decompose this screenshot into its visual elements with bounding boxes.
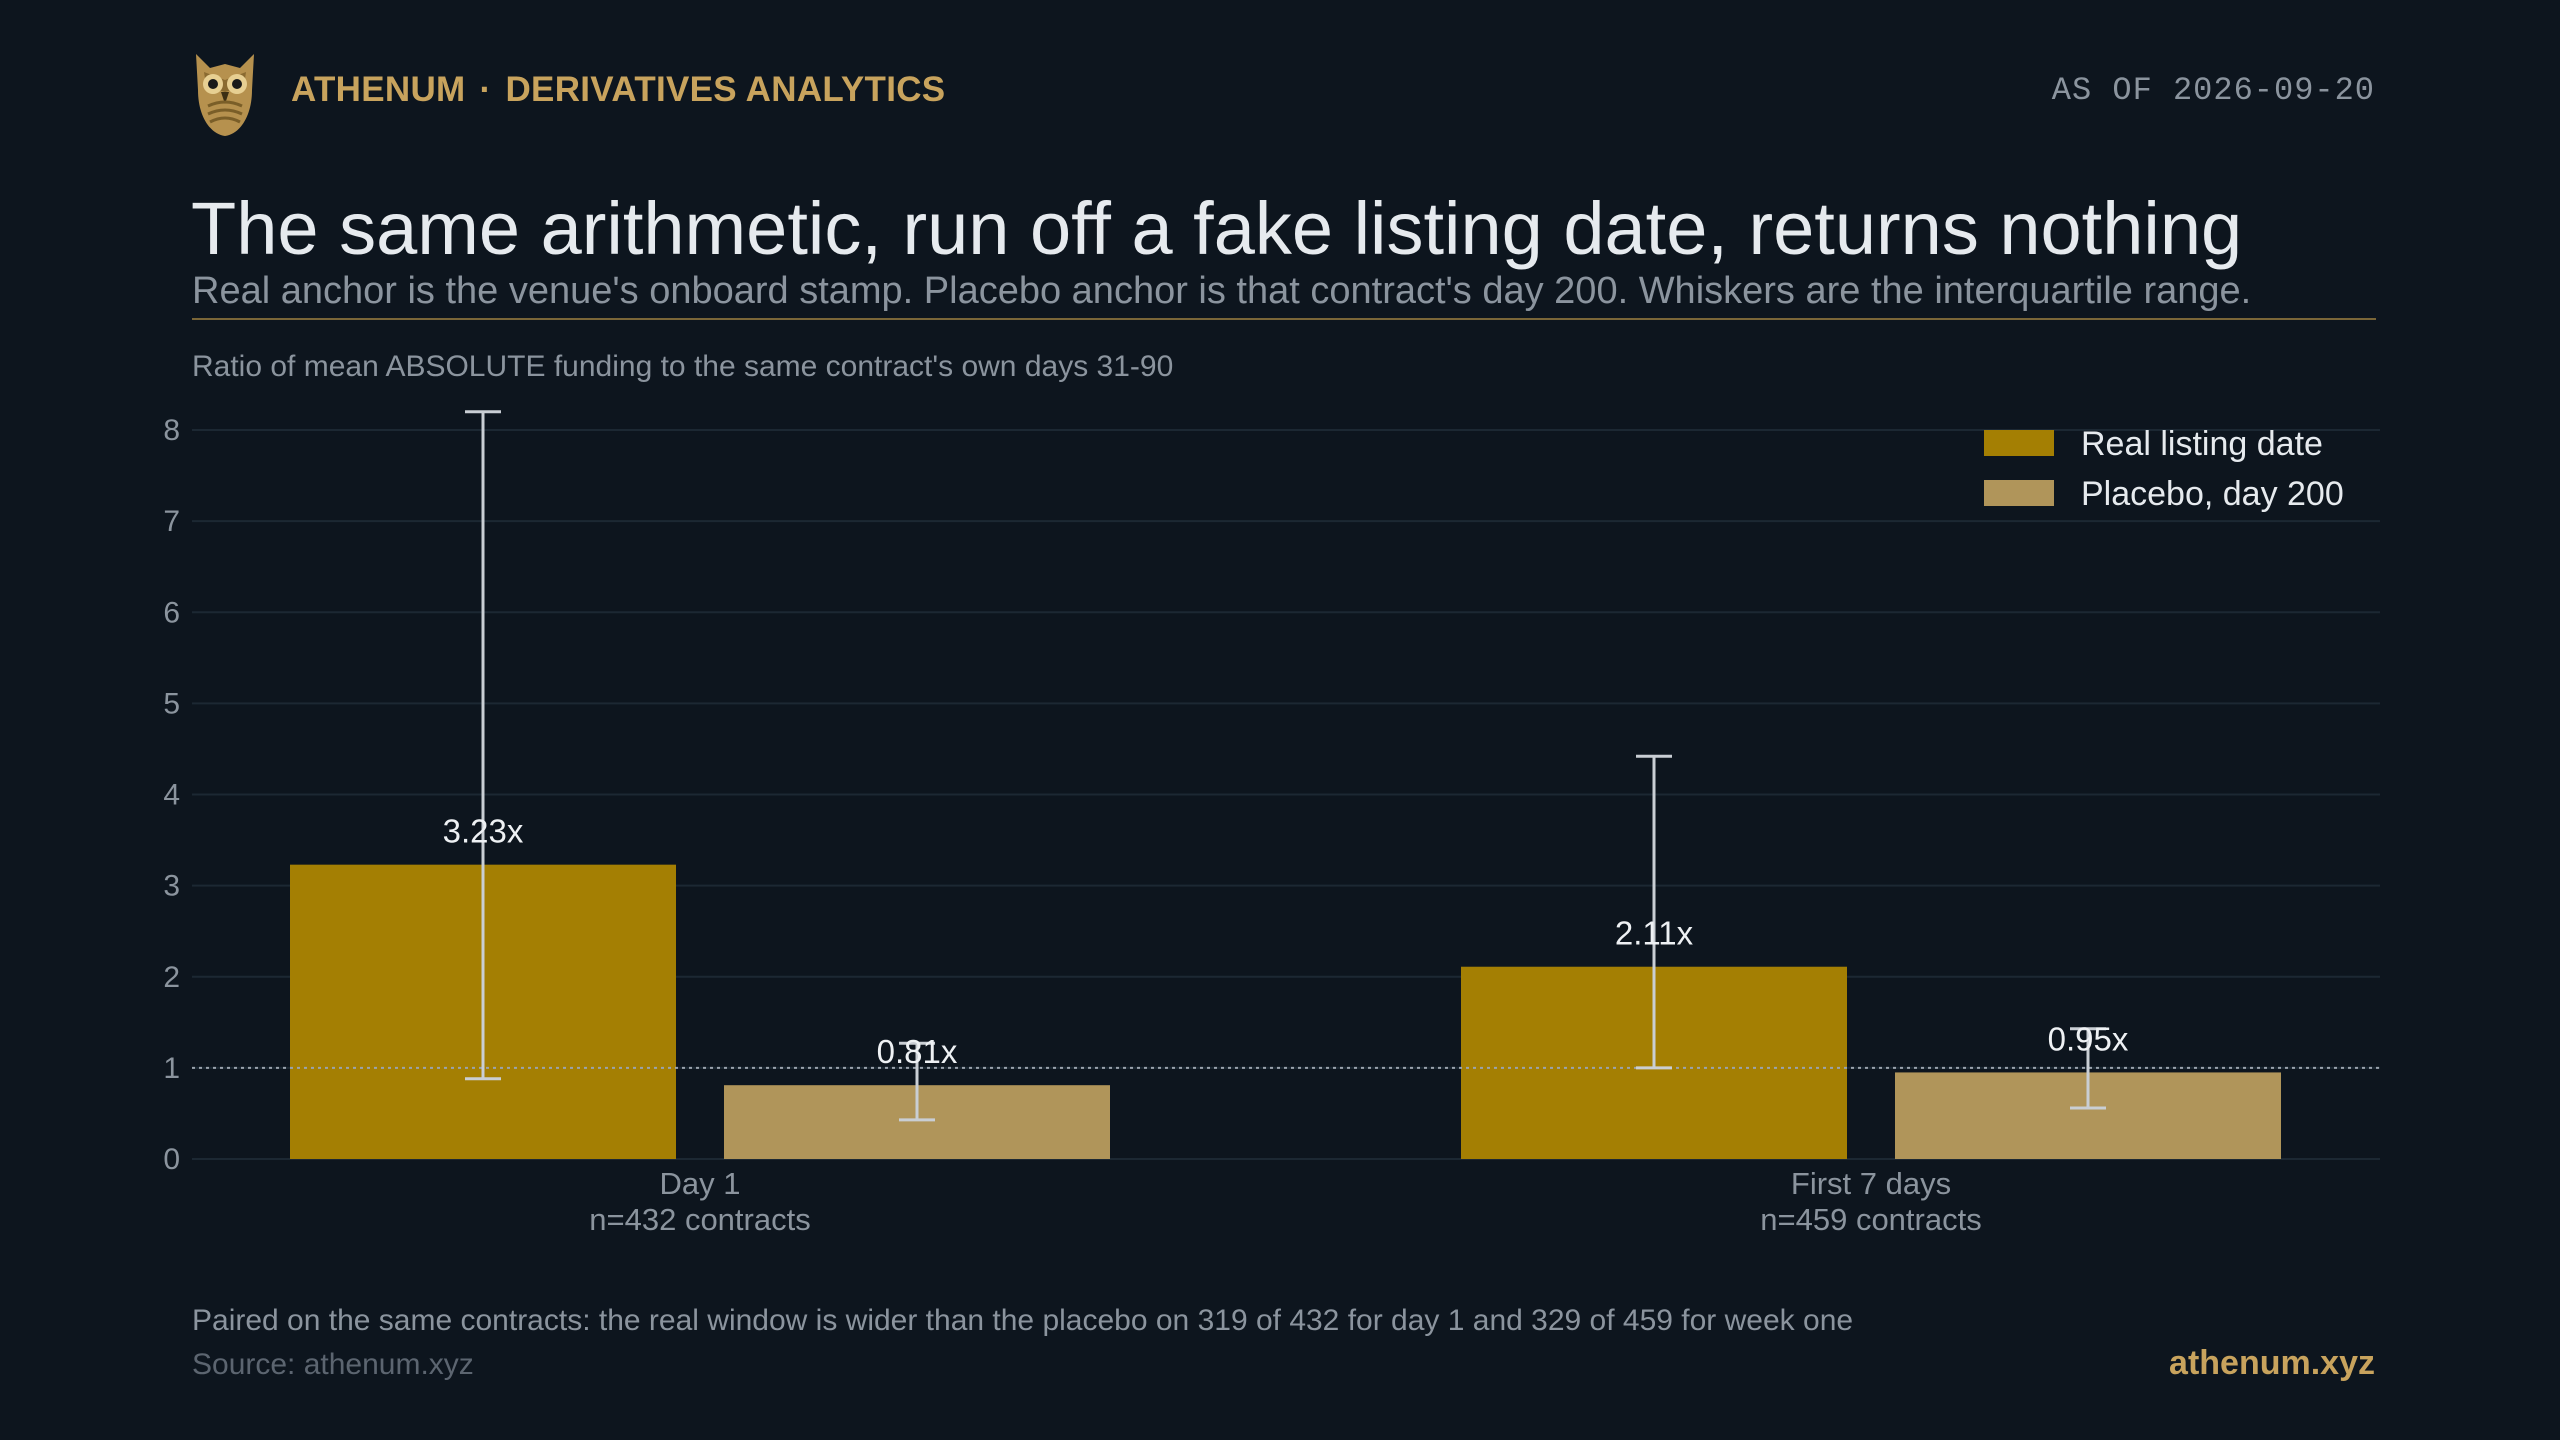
- site-link[interactable]: athenum.xyz: [2169, 1344, 2375, 1382]
- legend-swatch: [1984, 480, 2054, 506]
- title-divider: [192, 318, 2376, 320]
- chart-title: The same arithmetic, run off a fake list…: [191, 187, 2243, 270]
- legend-label: Placebo, day 200: [2081, 475, 2344, 513]
- data-label: 0.95x: [2048, 1020, 2129, 1057]
- data-label: 0.81x: [877, 1033, 958, 1070]
- footnote: Paired on the same contracts: the real w…: [192, 1304, 1854, 1337]
- owl-icon: [196, 54, 254, 136]
- x-tick-label: First 7 days: [1791, 1166, 1951, 1201]
- data-label: 3.23x: [443, 813, 524, 850]
- y-tick-label: 6: [163, 596, 180, 629]
- brand-name: ATHENUM: [291, 70, 466, 109]
- brand-separator: ·: [479, 70, 492, 109]
- y-axis-title: Ratio of mean ABSOLUTE funding to the sa…: [192, 350, 1174, 383]
- as-of-date: AS OF 2026-09-20: [2051, 72, 2375, 109]
- x-tick-sublabel: n=459 contracts: [1760, 1202, 1981, 1237]
- data-label: 2.11x: [1615, 915, 1694, 952]
- chart-subtitle: Real anchor is the venue's onboard stamp…: [192, 270, 2252, 312]
- y-tick-label: 8: [163, 414, 180, 447]
- y-tick-label: 2: [163, 961, 180, 994]
- y-tick-label: 0: [163, 1143, 180, 1176]
- brand-section: DERIVATIVES ANALYTICS: [505, 70, 946, 109]
- y-tick-label: 7: [163, 505, 180, 538]
- y-tick-label: 1: [163, 1052, 180, 1085]
- legend-swatch: [1984, 430, 2054, 456]
- y-tick-label: 5: [163, 687, 180, 720]
- x-tick-sublabel: n=432 contracts: [589, 1202, 810, 1237]
- brand: ATHENUM · DERIVATIVES ANALYTICS: [291, 70, 945, 110]
- y-tick-label: 4: [163, 779, 180, 812]
- legend-label: Real listing date: [2081, 425, 2323, 463]
- x-tick-label: Day 1: [660, 1166, 741, 1201]
- source-line: Source: athenum.xyz: [192, 1348, 474, 1381]
- y-tick-label: 3: [163, 870, 180, 903]
